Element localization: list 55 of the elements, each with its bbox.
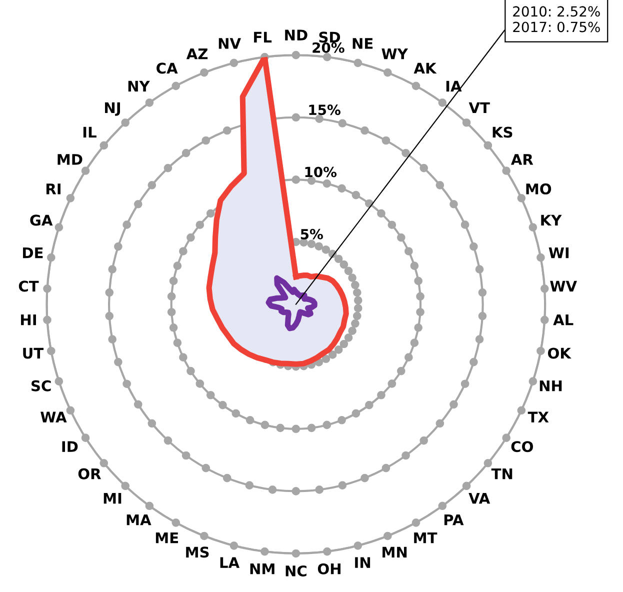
spoke-label: MS	[186, 546, 209, 558]
spoke-label: NJ	[105, 102, 120, 116]
spoke-label: AZ	[186, 48, 208, 60]
spoke-label: AR	[510, 154, 534, 165]
spoke-label: OR	[78, 468, 101, 480]
text: 2010: 2.52% 2017: 0.75%	[513, 6, 600, 32]
spoke-label: MO	[526, 183, 552, 194]
spoke-label: AK	[414, 62, 437, 74]
spoke-label: TX	[528, 412, 549, 422]
spoke-label: UT	[23, 348, 44, 359]
spoke-label: MT	[414, 532, 438, 544]
spoke-label: VA	[468, 493, 490, 504]
spoke-label: MD	[58, 154, 82, 165]
spoke-label: ND	[285, 30, 308, 40]
spoke-label: MI	[104, 493, 122, 504]
spoke-label: WV	[550, 280, 577, 292]
spoke-label: CT	[18, 280, 39, 292]
spoke-label: DE	[23, 247, 43, 258]
spoke-label: MN	[382, 546, 407, 558]
spoke-label: IA	[446, 80, 462, 92]
spoke-label: CO	[511, 441, 533, 452]
spoke-label: NY	[128, 80, 150, 92]
spoke-label: NE	[352, 38, 373, 49]
y-tick-label: 15%	[309, 104, 340, 116]
spoke-label: WI	[548, 247, 569, 258]
spoke-label: SC	[32, 380, 51, 392]
spoke-label: VT	[468, 102, 490, 113]
spoke-label: KS	[492, 126, 512, 138]
spoke-label: HI	[21, 314, 36, 326]
spoke-label: FL	[254, 32, 272, 42]
spoke-label: TN	[491, 468, 512, 480]
spoke-label: NH	[540, 380, 562, 392]
spoke-label: AL	[553, 314, 574, 326]
spoke-label: IL	[83, 126, 96, 138]
spoke-label: PA	[444, 514, 464, 526]
y-tick-label: 10%	[305, 166, 337, 178]
spoke-label: NV	[218, 38, 241, 49]
spoke-label: WA	[40, 412, 67, 422]
spoke-label: CA	[156, 62, 178, 74]
spoke-label: OH	[318, 563, 340, 574]
spoke-label: NC	[286, 565, 306, 576]
spoke-label: IN	[355, 557, 370, 568]
spoke-label: NM	[250, 564, 274, 574]
spoke-label: GA	[30, 214, 53, 226]
spoke-label: SD	[319, 32, 340, 43]
y-tick-label: 5%	[300, 228, 323, 240]
spoke-label: RI	[46, 184, 60, 194]
spoke-label: LA	[220, 557, 240, 568]
spoke-label: MA	[126, 514, 152, 526]
spoke-label: WY	[382, 48, 408, 60]
spoke-label: ID	[62, 441, 78, 452]
spoke-label: KY	[541, 214, 562, 226]
y-tick-label: 20%	[312, 42, 344, 53]
spoke-label: OK	[548, 348, 572, 359]
spoke-label: ME	[156, 532, 178, 544]
